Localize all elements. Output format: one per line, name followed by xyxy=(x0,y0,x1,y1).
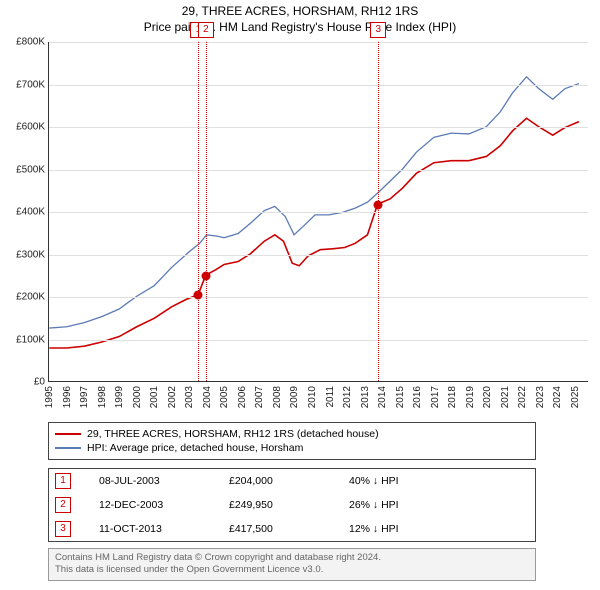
x-axis-label: 2018 xyxy=(447,386,458,408)
y-gridline xyxy=(49,340,588,341)
y-gridline xyxy=(49,297,588,298)
y-gridline xyxy=(49,127,588,128)
x-axis-label: 2002 xyxy=(167,386,178,408)
x-axis-label: 2009 xyxy=(289,386,300,408)
event-marker-line xyxy=(206,42,207,381)
y-axis-label: £200K xyxy=(0,292,49,303)
series-line xyxy=(49,77,579,328)
sales-diff: 12% ↓ HPI xyxy=(349,523,529,535)
x-axis-label: 1996 xyxy=(62,386,73,408)
x-axis-label: 2013 xyxy=(360,386,371,408)
y-axis-label: £800K xyxy=(0,37,49,48)
title-address: 29, THREE ACRES, HORSHAM, RH12 1RS xyxy=(0,4,600,18)
x-axis-label: 2024 xyxy=(552,386,563,408)
event-marker-point xyxy=(201,271,210,280)
sales-row: 2 12-DEC-2003£249,95026% ↓ HPI xyxy=(49,493,535,517)
x-axis-label: 2010 xyxy=(307,386,318,408)
y-gridline xyxy=(49,85,588,86)
x-axis-label: 1999 xyxy=(114,386,125,408)
sales-table: 1 08-JUL-2003£204,00040% ↓ HPI 2 12-DEC-200… xyxy=(48,468,536,542)
event-marker-point xyxy=(194,291,203,300)
x-axis-label: 2025 xyxy=(570,386,581,408)
x-axis-label: 2003 xyxy=(184,386,195,408)
sales-index-badge: 2 xyxy=(55,497,71,513)
sales-date: 12-DEC-2003 xyxy=(99,499,229,511)
x-axis-label: 2021 xyxy=(500,386,511,408)
footer: Contains HM Land Registry data © Crown c… xyxy=(48,548,536,581)
sales-price: £417,500 xyxy=(229,523,349,535)
y-gridline xyxy=(49,255,588,256)
event-marker-point xyxy=(374,200,383,209)
event-marker-badge: 2 xyxy=(198,22,214,38)
x-axis-label: 2007 xyxy=(254,386,265,408)
x-axis-label: 1998 xyxy=(97,386,108,408)
legend: 29, THREE ACRES, HORSHAM, RH12 1RS (deta… xyxy=(48,422,536,460)
sales-index-badge: 1 xyxy=(55,473,71,489)
x-axis-label: 2005 xyxy=(219,386,230,408)
legend-swatch xyxy=(55,447,81,449)
legend-label: HPI: Average price, detached house, Hors… xyxy=(87,442,303,454)
sales-index-badge: 3 xyxy=(55,521,71,537)
x-axis-label: 2014 xyxy=(377,386,388,408)
sales-date: 08-JUL-2003 xyxy=(99,475,229,487)
sales-row: 3 11-OCT-2013£417,50012% ↓ HPI xyxy=(49,517,535,541)
price-chart: £0£100K£200K£300K£400K£500K£600K£700K£80… xyxy=(48,42,588,382)
legend-swatch xyxy=(55,433,81,435)
y-axis-label: £400K xyxy=(0,207,49,218)
x-axis-label: 2006 xyxy=(237,386,248,408)
y-gridline xyxy=(49,170,588,171)
footer-line1: Contains HM Land Registry data © Crown c… xyxy=(55,552,529,564)
event-marker-line xyxy=(378,42,379,381)
sales-price: £204,000 xyxy=(229,475,349,487)
event-marker-badge: 3 xyxy=(370,22,386,38)
sales-diff: 40% ↓ HPI xyxy=(349,475,529,487)
x-axis-label: 2019 xyxy=(465,386,476,408)
x-axis-label: 2008 xyxy=(272,386,283,408)
x-axis-label: 2000 xyxy=(132,386,143,408)
series-line xyxy=(49,118,579,348)
x-axis-label: 1997 xyxy=(79,386,90,408)
y-gridline xyxy=(49,212,588,213)
legend-item: HPI: Average price, detached house, Hors… xyxy=(55,441,529,455)
x-axis-label: 1995 xyxy=(44,386,55,408)
page: 29, THREE ACRES, HORSHAM, RH12 1RS Price… xyxy=(0,0,600,590)
title-subtitle: Price paid vs. HM Land Registry's House … xyxy=(0,20,600,34)
x-axis-label: 2022 xyxy=(517,386,528,408)
x-axis-label: 2004 xyxy=(202,386,213,408)
y-axis-label: £0 xyxy=(0,377,49,388)
sales-price: £249,950 xyxy=(229,499,349,511)
sales-date: 11-OCT-2013 xyxy=(99,523,229,535)
legend-item: 29, THREE ACRES, HORSHAM, RH12 1RS (deta… xyxy=(55,427,529,441)
legend-label: 29, THREE ACRES, HORSHAM, RH12 1RS (deta… xyxy=(87,428,379,440)
x-axis-label: 2012 xyxy=(342,386,353,408)
y-axis-label: £600K xyxy=(0,122,49,133)
y-gridline xyxy=(49,42,588,43)
x-axis-label: 2020 xyxy=(482,386,493,408)
y-axis-label: £100K xyxy=(0,334,49,345)
x-axis-label: 2011 xyxy=(325,386,336,408)
x-axis-label: 2015 xyxy=(395,386,406,408)
y-axis-label: £700K xyxy=(0,79,49,90)
y-axis-label: £500K xyxy=(0,164,49,175)
event-marker-line xyxy=(198,42,199,381)
x-axis-label: 2023 xyxy=(535,386,546,408)
x-axis-label: 2016 xyxy=(412,386,423,408)
y-axis-label: £300K xyxy=(0,249,49,260)
footer-line2: This data is licensed under the Open Gov… xyxy=(55,564,529,576)
sales-diff: 26% ↓ HPI xyxy=(349,499,529,511)
x-axis-label: 2017 xyxy=(430,386,441,408)
sales-row: 1 08-JUL-2003£204,00040% ↓ HPI xyxy=(49,469,535,493)
x-axis-label: 2001 xyxy=(149,386,160,408)
titles: 29, THREE ACRES, HORSHAM, RH12 1RS Price… xyxy=(0,0,600,34)
